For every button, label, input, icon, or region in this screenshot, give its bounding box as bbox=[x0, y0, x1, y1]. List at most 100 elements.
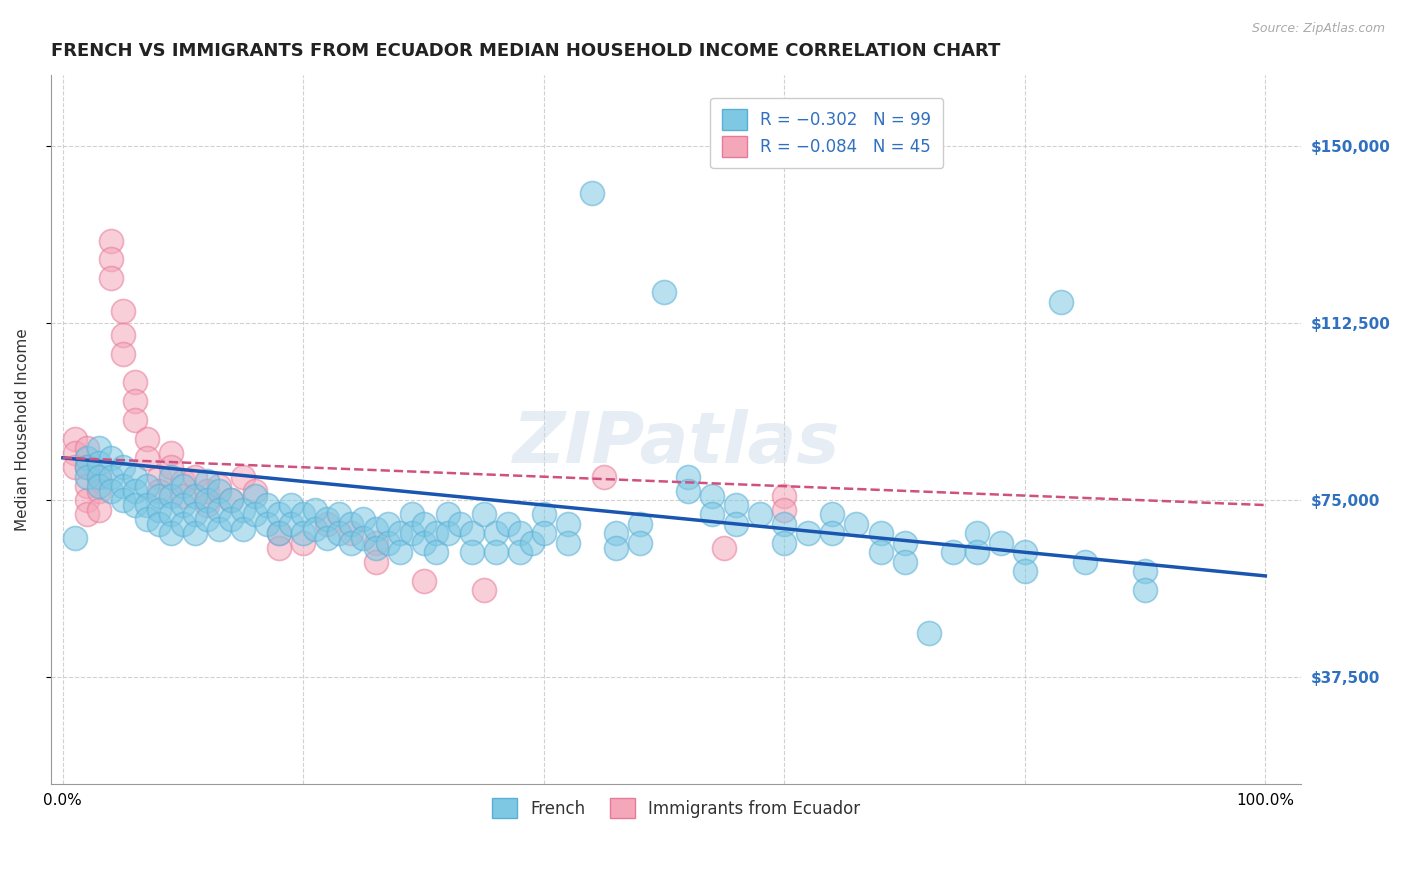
Point bbox=[160, 508, 183, 522]
Point bbox=[725, 498, 748, 512]
Point bbox=[195, 493, 218, 508]
Point bbox=[269, 508, 291, 522]
Point bbox=[184, 526, 207, 541]
Point bbox=[100, 469, 122, 483]
Point bbox=[388, 545, 411, 559]
Point bbox=[232, 522, 254, 536]
Point bbox=[76, 469, 98, 483]
Point bbox=[388, 526, 411, 541]
Point bbox=[353, 531, 375, 545]
Point bbox=[256, 498, 278, 512]
Point bbox=[172, 498, 194, 512]
Point bbox=[280, 516, 302, 531]
Point bbox=[773, 502, 796, 516]
Point bbox=[245, 489, 267, 503]
Point bbox=[219, 493, 242, 508]
Point bbox=[87, 469, 110, 483]
Point bbox=[256, 516, 278, 531]
Point bbox=[917, 625, 939, 640]
Point bbox=[328, 526, 350, 541]
Point bbox=[100, 450, 122, 465]
Point bbox=[87, 479, 110, 493]
Point bbox=[208, 479, 231, 493]
Point bbox=[845, 516, 868, 531]
Point bbox=[100, 252, 122, 267]
Point bbox=[304, 502, 326, 516]
Point bbox=[160, 489, 183, 503]
Point bbox=[148, 483, 170, 498]
Point bbox=[160, 469, 183, 483]
Point bbox=[364, 522, 387, 536]
Point bbox=[533, 526, 555, 541]
Point bbox=[172, 489, 194, 503]
Point bbox=[136, 432, 159, 446]
Point bbox=[63, 460, 86, 475]
Point bbox=[111, 493, 134, 508]
Point bbox=[292, 508, 315, 522]
Point bbox=[460, 545, 482, 559]
Point bbox=[316, 531, 339, 545]
Point bbox=[377, 516, 399, 531]
Point bbox=[76, 479, 98, 493]
Point bbox=[136, 450, 159, 465]
Point bbox=[652, 285, 675, 300]
Point bbox=[292, 536, 315, 550]
Point bbox=[208, 522, 231, 536]
Point bbox=[460, 526, 482, 541]
Text: ZIPatlas: ZIPatlas bbox=[512, 409, 839, 478]
Point bbox=[316, 516, 339, 531]
Point bbox=[87, 502, 110, 516]
Point bbox=[966, 545, 988, 559]
Point bbox=[219, 493, 242, 508]
Point bbox=[533, 508, 555, 522]
Point bbox=[63, 446, 86, 460]
Point bbox=[232, 469, 254, 483]
Point bbox=[557, 516, 579, 531]
Point bbox=[702, 489, 724, 503]
Point bbox=[87, 442, 110, 456]
Point bbox=[172, 479, 194, 493]
Point bbox=[869, 545, 891, 559]
Point bbox=[76, 493, 98, 508]
Point bbox=[124, 376, 146, 390]
Point bbox=[725, 516, 748, 531]
Point bbox=[148, 516, 170, 531]
Point bbox=[100, 483, 122, 498]
Point bbox=[773, 536, 796, 550]
Point bbox=[520, 536, 543, 550]
Point bbox=[269, 526, 291, 541]
Point bbox=[184, 489, 207, 503]
Point bbox=[1014, 564, 1036, 578]
Point bbox=[364, 541, 387, 555]
Point bbox=[292, 526, 315, 541]
Point bbox=[821, 526, 844, 541]
Point bbox=[124, 469, 146, 483]
Point bbox=[172, 516, 194, 531]
Point bbox=[485, 545, 508, 559]
Point bbox=[304, 522, 326, 536]
Point bbox=[328, 508, 350, 522]
Point bbox=[893, 536, 915, 550]
Point bbox=[124, 394, 146, 409]
Point bbox=[136, 512, 159, 526]
Point bbox=[581, 186, 603, 201]
Point bbox=[148, 469, 170, 483]
Point bbox=[1014, 545, 1036, 559]
Point bbox=[184, 469, 207, 483]
Point bbox=[869, 526, 891, 541]
Point bbox=[425, 526, 447, 541]
Point bbox=[184, 508, 207, 522]
Point bbox=[412, 516, 434, 531]
Point bbox=[76, 508, 98, 522]
Point bbox=[496, 516, 519, 531]
Point bbox=[124, 413, 146, 427]
Point bbox=[76, 460, 98, 475]
Point bbox=[111, 304, 134, 318]
Point bbox=[749, 508, 772, 522]
Point bbox=[245, 483, 267, 498]
Point bbox=[797, 526, 820, 541]
Point bbox=[87, 483, 110, 498]
Point bbox=[436, 508, 458, 522]
Point bbox=[340, 516, 363, 531]
Point bbox=[942, 545, 965, 559]
